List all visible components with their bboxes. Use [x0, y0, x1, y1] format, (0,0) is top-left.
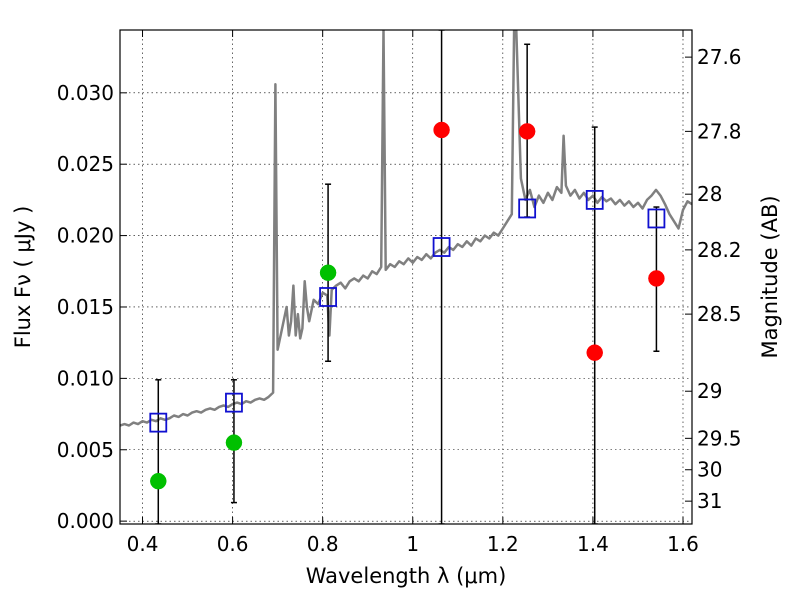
x-tick-label: 0.8: [307, 532, 339, 556]
data-point-circle: [518, 123, 536, 140]
right-tick-label: 29: [697, 379, 722, 403]
model-spectrum: [120, 30, 692, 427]
y-axis-label: Flux Fν ( μJy ): [11, 206, 35, 349]
x-tick-label: 1.2: [487, 532, 519, 556]
data-point-circle: [433, 121, 450, 139]
x-tick-label: 0.4: [127, 532, 159, 556]
y-tick-label: 0.005: [57, 438, 114, 462]
right-tick-label: 28.5: [697, 302, 742, 326]
data-point-circle: [225, 434, 243, 451]
model-point-square: [585, 190, 604, 210]
grid-lines: [120, 30, 692, 524]
model-point-square: [149, 412, 168, 433]
y-tick-label: 0.010: [57, 366, 114, 390]
data-point-circle: [586, 344, 603, 361]
data-point-circle: [648, 270, 665, 287]
right-tick-label: 31: [697, 489, 722, 513]
model-point-square: [647, 208, 666, 229]
x-axis-label: Wavelength λ (μm): [306, 564, 507, 588]
y-tick-label: 0.025: [57, 152, 114, 176]
right-axis-label: Magnitude (AB): [758, 195, 782, 358]
model-point-square: [432, 237, 451, 257]
y-tick-label: 0.030: [57, 81, 114, 105]
data-point-circle: [319, 264, 337, 281]
axis-ticks: 0.4 0.6 0.8 1 1.2 1.4 1.6 0.000 0.005 0.010 0.015 0…: [57, 30, 742, 556]
model-point-square: [319, 287, 337, 307]
data-markers: [149, 121, 666, 490]
x-tick-label: 1.6: [667, 532, 699, 556]
right-tick-label: 29.5: [697, 426, 742, 450]
y-tick-label: 0.000: [57, 509, 114, 533]
plot-frame: [119, 29, 693, 525]
model-point-square: [225, 392, 243, 413]
data-point-circle: [150, 472, 167, 490]
x-tick-label: 0.6: [217, 532, 249, 556]
x-tick-label: 1.4: [577, 532, 609, 556]
model-point-square: [518, 198, 537, 219]
right-tick-label: 28: [697, 182, 722, 206]
right-tick-label: 30: [697, 458, 722, 482]
spectrum-line: [120, 30, 692, 427]
right-tick-label: 27.6: [697, 45, 742, 69]
right-tick-label: 27.8: [697, 119, 742, 143]
x-tick-label: 1: [406, 532, 419, 556]
y-tick-label: 0.020: [57, 224, 114, 248]
right-tick-label: 28.2: [697, 238, 742, 262]
y-tick-label: 0.015: [57, 295, 114, 319]
